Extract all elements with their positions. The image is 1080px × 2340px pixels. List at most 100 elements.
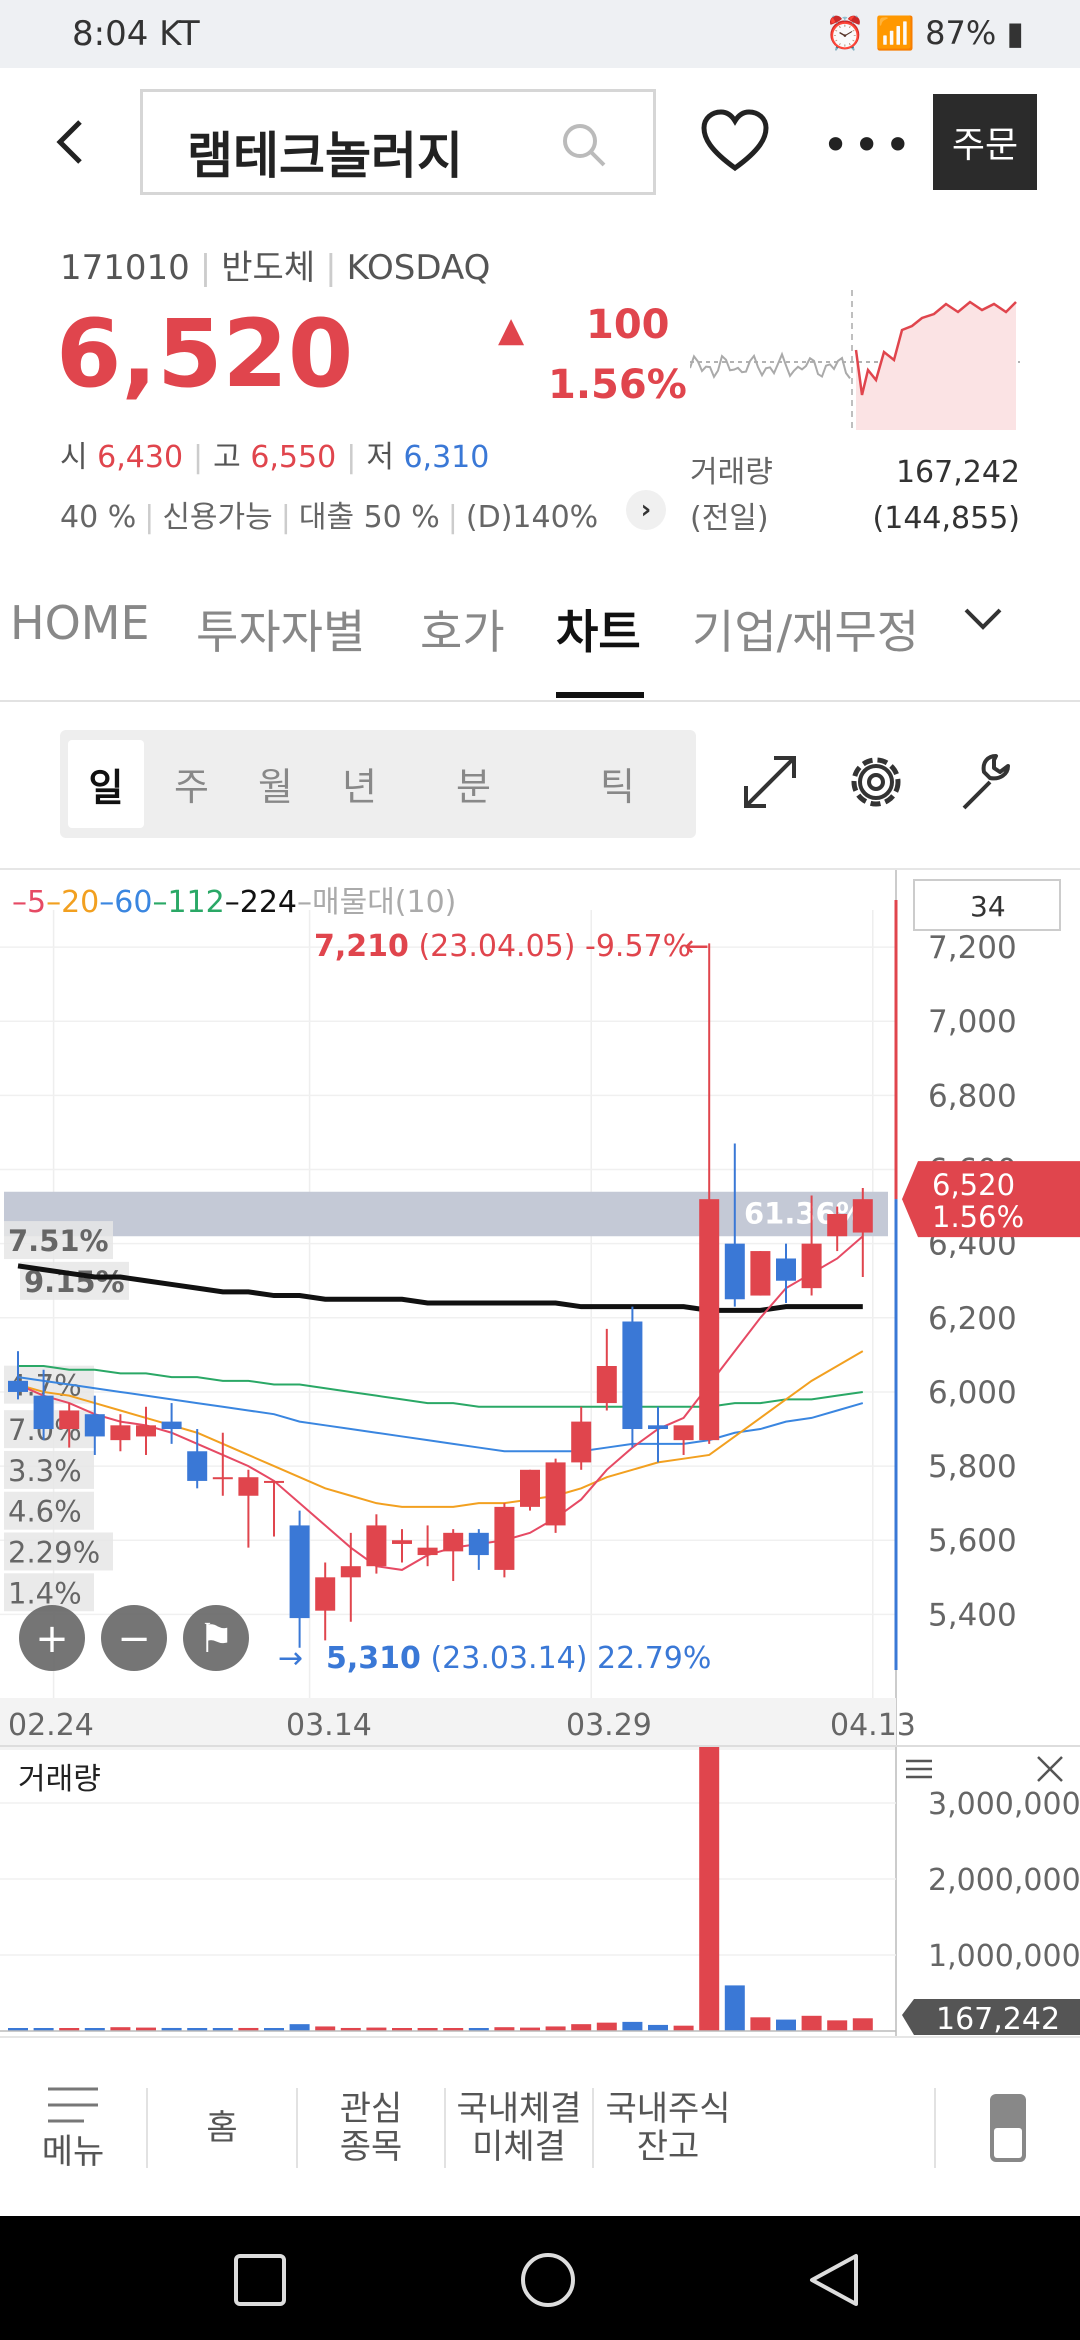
high-label: 고	[213, 440, 241, 475]
nav-watchlist[interactable]: 관심 종목	[298, 2038, 444, 2218]
candle	[340, 1532, 361, 1622]
back-button[interactable]	[50, 112, 90, 172]
nav-menu-label: 메뉴	[41, 2132, 105, 2172]
prev-volume-value: (144,855)	[872, 501, 1020, 536]
nav-home-label: 홈	[206, 2108, 238, 2148]
volume-bar	[648, 2024, 668, 2031]
nav-device[interactable]	[936, 2038, 1080, 2218]
gear-icon[interactable]	[840, 746, 912, 818]
vol-tick-label: 1,000,000	[928, 1939, 1080, 1974]
price-chart[interactable]: 02.2403.1403.2904.137,2007,0006,8006,600…	[0, 868, 1080, 1750]
volume-profile-label: 3.3%	[8, 1454, 82, 1488]
volume-bar	[673, 2025, 694, 2031]
candle-body	[648, 1425, 668, 1430]
volume-profile-label: 4.6%	[8, 1495, 82, 1529]
expand-icon[interactable]	[734, 746, 806, 818]
wrench-icon[interactable]	[950, 746, 1022, 818]
tab-home[interactable]: HOME	[10, 596, 150, 650]
period-minute[interactable]: 분	[456, 765, 491, 809]
chevron-down-icon[interactable]	[960, 596, 1006, 652]
nav-balance[interactable]: 국내주식 잔고	[594, 2038, 742, 2218]
status-time: 8:04 KT	[72, 14, 200, 54]
vol-menu-icon[interactable]	[906, 1759, 932, 1779]
volume-bar	[724, 1985, 745, 2031]
flag-button[interactable]: ⚑	[183, 1605, 249, 1671]
nav-menu[interactable]: 메뉴	[0, 2038, 146, 2218]
legend-label: 112	[167, 885, 224, 920]
candle-body	[596, 1366, 617, 1404]
nav-executions[interactable]: 국내체결 미체결	[446, 2038, 592, 2218]
open-label: 시	[60, 440, 88, 475]
flag-icon: ⚑	[198, 1616, 234, 1662]
candle-body	[392, 1540, 412, 1544]
candle	[289, 1510, 310, 1648]
home-circle-icon[interactable]	[518, 2250, 578, 2310]
volume-profile-bar	[4, 1491, 94, 1530]
volume-bar	[392, 2028, 412, 2031]
nav-home[interactable]: 홈	[148, 2038, 296, 2218]
loan-rate: 대출 50 %	[298, 500, 440, 535]
volume-bar	[801, 2015, 822, 2031]
candle	[545, 1458, 566, 1533]
zoom-out-button[interactable]: −	[101, 1605, 167, 1671]
price-tag-pct: 1.56%	[932, 1200, 1024, 1234]
candle-body	[340, 1566, 361, 1578]
candle	[238, 1469, 259, 1548]
y-tick-label: 5,800	[928, 1449, 1017, 1485]
system-nav-bar	[0, 2216, 1080, 2340]
search-icon[interactable]	[559, 120, 609, 170]
volume-bar	[596, 2022, 617, 2031]
credit-status: 신용가능	[162, 500, 273, 535]
phone-icon	[990, 2094, 1026, 2162]
back-triangle-icon[interactable]	[806, 2252, 862, 2308]
chevron-right-icon[interactable]: ›	[626, 490, 666, 530]
nav-balance-label: 국내주식 잔고	[605, 2089, 731, 2167]
tab-chart[interactable]: 차트	[556, 605, 641, 659]
intraday-sparkline	[690, 290, 1020, 430]
count-box-value: 34	[970, 890, 1006, 923]
tab-quotes[interactable]: 호가	[420, 605, 505, 659]
candlestick-chart[interactable]: 02.2403.1403.2904.137,2007,0006,8006,600…	[0, 870, 1080, 1750]
volume-bar	[545, 2026, 566, 2031]
candle	[8, 1351, 28, 1400]
tab-finance[interactable]: 기업/재무정	[692, 605, 920, 659]
period-day[interactable]: 일	[68, 740, 144, 828]
period-month[interactable]: 월	[258, 765, 293, 809]
order-button[interactable]: 주문	[933, 94, 1037, 190]
volume-chart-panel: 거래량 3,000,000 2,000,000 1,000,000 167,242	[0, 1742, 1080, 2037]
volume-bar	[8, 2028, 28, 2031]
recents-icon[interactable]	[232, 2252, 288, 2308]
sparkline-area	[856, 302, 1016, 430]
volume-bar	[571, 2024, 592, 2031]
candle	[110, 1414, 131, 1452]
margin-row: 40 % | 신용가능 | 대출 50 % | (D)140%	[60, 500, 599, 535]
tab-investors[interactable]: 투자자별	[196, 605, 366, 659]
period-tick[interactable]: 틱	[600, 765, 635, 809]
candle	[520, 1469, 540, 1511]
zoom-in-button[interactable]: +	[19, 1605, 85, 1671]
max-pct: -9.57%	[575, 929, 691, 964]
period-year[interactable]: 년	[342, 765, 377, 809]
volume-bar	[264, 2028, 284, 2031]
candle-body	[724, 1243, 745, 1300]
candle-body	[187, 1451, 208, 1481]
vol-close-icon[interactable]	[1037, 1756, 1063, 1782]
candle-body	[699, 1199, 720, 1441]
stock-search-box[interactable]: 램테크놀러지	[140, 89, 656, 195]
zoom-out-circle	[101, 1605, 167, 1671]
volume-bar	[699, 1742, 720, 2031]
candle-body	[110, 1425, 131, 1441]
candle	[212, 1432, 233, 1496]
candle-body	[520, 1469, 540, 1507]
legend-dash: –	[225, 885, 240, 920]
max-date: (23.04.05)	[409, 929, 576, 964]
candle-body	[136, 1425, 156, 1437]
period-week[interactable]: 주	[174, 765, 209, 809]
more-icon[interactable]: •••	[822, 118, 916, 172]
price-tag-price: 6,520	[932, 1168, 1015, 1202]
heart-icon[interactable]	[700, 108, 770, 174]
ma20-line	[17, 1350, 864, 1508]
volume-bar	[750, 2017, 771, 2031]
candle	[494, 1503, 515, 1578]
candle-body	[801, 1243, 822, 1289]
